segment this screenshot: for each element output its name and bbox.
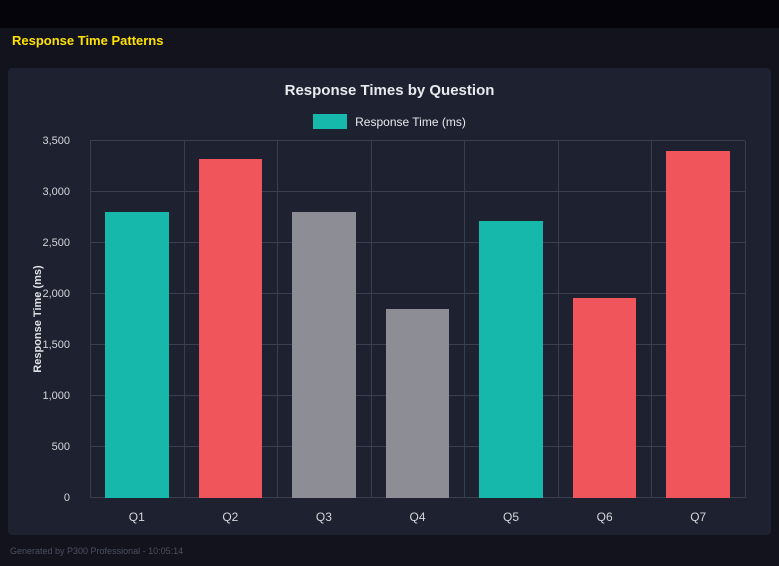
bar-q6[interactable] (572, 298, 637, 498)
bar-q4[interactable] (385, 309, 450, 498)
legend-label: Response Time (ms) (355, 114, 466, 129)
gridline-h (90, 191, 745, 192)
gridline-v (370, 141, 372, 498)
top-bar (0, 0, 779, 28)
gridline-v (651, 141, 653, 498)
gridline-v (90, 141, 91, 498)
gridline-h (90, 140, 745, 141)
y-axis-ticks: 0 500 1,000 1,500 2,000 2,500 3,000 3,500 (8, 135, 80, 504)
y-tick-label: 500 (51, 441, 70, 453)
x-axis-ticks: Q1 Q2 Q3 Q4 Q5 Q6 Q7 (90, 510, 745, 528)
y-tick-label: 0 (63, 492, 70, 504)
x-tick-label: Q3 (315, 510, 332, 524)
gridline-h (90, 242, 745, 243)
y-tick-label: 1,000 (42, 390, 70, 402)
legend-swatch (313, 114, 348, 129)
footer-text: Generated by P300 Professional - 10:05:1… (10, 546, 184, 556)
plot-area (90, 140, 746, 498)
gridline-h (90, 293, 745, 294)
bar-q1[interactable] (104, 212, 169, 498)
gridline-v (745, 141, 746, 498)
gridline-v (464, 141, 466, 498)
x-tick-label: Q6 (596, 510, 613, 524)
chart-panel: Response Times by Question Response Time… (8, 68, 771, 535)
y-tick-label: 1,500 (42, 339, 70, 351)
bar-q2[interactable] (198, 159, 263, 498)
y-tick-label: 3,000 (42, 186, 70, 198)
x-tick-label: Q7 (690, 510, 707, 524)
gridline-v (277, 141, 279, 498)
x-tick-label: Q1 (128, 510, 145, 524)
gridline-v (183, 141, 185, 498)
y-tick-label: 2,000 (42, 288, 70, 300)
y-tick-label: 3,500 (42, 135, 70, 147)
bar-q7[interactable] (666, 151, 731, 498)
chart-legend[interactable]: Response Time (ms) (8, 114, 771, 129)
x-tick-label: Q2 (222, 510, 239, 524)
bar-q3[interactable] (292, 212, 356, 498)
gridline-v (557, 141, 559, 498)
chart-title: Response Times by Question (284, 82, 495, 99)
x-tick-label: Q4 (409, 510, 426, 524)
y-tick-label: 2,500 (42, 237, 70, 249)
page-title: Response Time Patterns (12, 33, 164, 48)
x-tick-label: Q5 (503, 510, 520, 524)
bar-q5[interactable] (479, 220, 543, 498)
